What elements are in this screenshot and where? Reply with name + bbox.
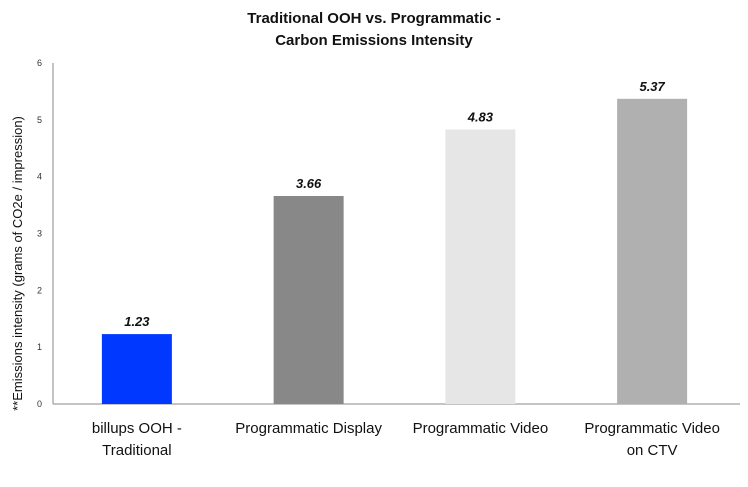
chart-title: Traditional OOH vs. Programmatic - Carbo… xyxy=(0,8,748,52)
y-tick-label: 1 xyxy=(37,342,42,352)
chart-title-line-2: Carbon Emissions Intensity xyxy=(275,32,473,49)
data-label: 5.37 xyxy=(639,79,665,94)
bar xyxy=(445,129,516,404)
x-category-label: Programmatic Display xyxy=(235,420,382,437)
x-category-label: Traditional xyxy=(102,442,171,459)
y-tick-label: 0 xyxy=(37,399,42,409)
y-tick-label: 4 xyxy=(37,172,42,182)
bar xyxy=(273,195,344,404)
chart-title-line-1: Traditional OOH vs. Programmatic - xyxy=(247,10,501,27)
y-axis-label: **Emissions intensity (grams of CO2e / i… xyxy=(10,116,25,411)
data-label: 4.83 xyxy=(467,109,494,124)
y-tick-label: 5 xyxy=(37,115,42,125)
bar xyxy=(617,98,688,405)
x-category-label: Programmatic Video xyxy=(584,420,720,437)
x-category-label: on CTV xyxy=(627,442,678,459)
y-tick-label: 3 xyxy=(37,229,42,239)
y-tick-label: 2 xyxy=(37,285,42,295)
x-category-label: billups OOH - xyxy=(92,420,182,437)
y-tick-label: 6 xyxy=(37,58,42,68)
bar xyxy=(101,334,172,404)
data-label: 3.66 xyxy=(296,176,322,191)
data-label: 1.23 xyxy=(124,314,150,329)
x-category-label: Programmatic Video xyxy=(413,420,549,437)
